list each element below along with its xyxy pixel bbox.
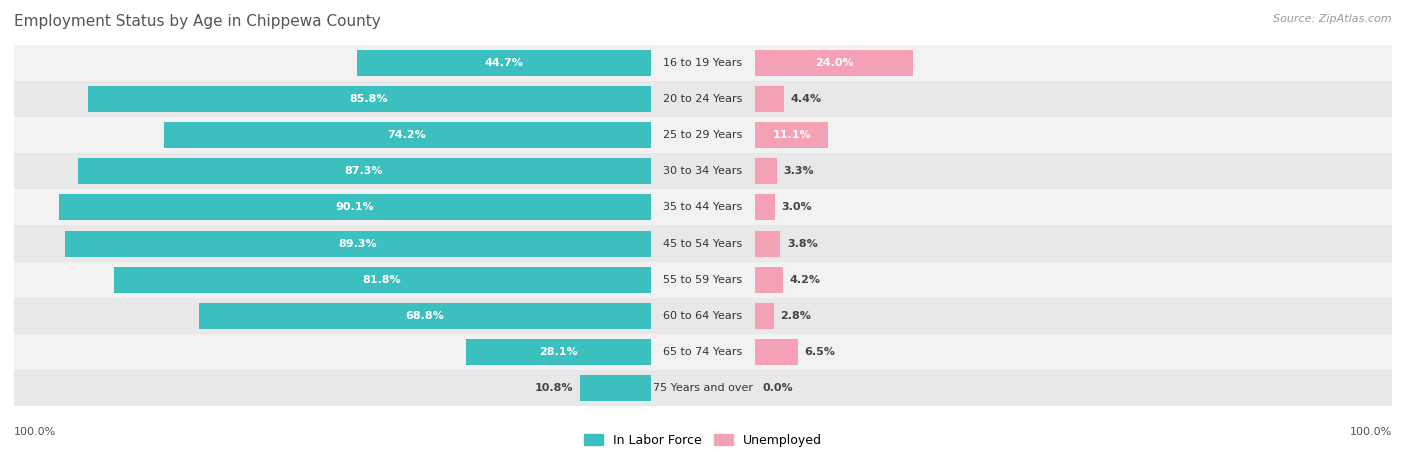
Text: Employment Status by Age in Chippewa County: Employment Status by Age in Chippewa Cou… [14,14,381,28]
Text: 3.0%: 3.0% [782,202,813,212]
Bar [14,298,1392,334]
Bar [755,86,785,112]
Text: 74.2%: 74.2% [388,130,426,140]
Bar [163,122,651,148]
Bar [114,267,651,293]
Bar [65,230,651,257]
Text: 2.8%: 2.8% [780,311,811,321]
Bar [14,117,1392,153]
Text: 55 to 59 Years: 55 to 59 Years [664,275,742,285]
Text: 4.2%: 4.2% [790,275,821,285]
Text: 25 to 29 Years: 25 to 29 Years [664,130,742,140]
Text: 100.0%: 100.0% [14,428,56,437]
Text: 100.0%: 100.0% [1350,428,1392,437]
Bar [755,194,775,221]
Bar [14,334,1392,370]
Text: 68.8%: 68.8% [405,311,444,321]
Text: 90.1%: 90.1% [336,202,374,212]
Bar [14,81,1392,117]
Bar [755,158,778,184]
Bar [357,50,651,76]
Bar [87,86,651,112]
Text: 3.3%: 3.3% [783,166,814,176]
Legend: In Labor Force, Unemployed: In Labor Force, Unemployed [583,433,823,446]
Bar [14,45,1392,81]
Text: 24.0%: 24.0% [815,58,853,68]
Text: 60 to 64 Years: 60 to 64 Years [664,311,742,321]
Text: 28.1%: 28.1% [538,347,578,357]
Bar [200,303,651,329]
Bar [755,50,912,76]
Text: 3.8%: 3.8% [787,239,818,249]
Bar [755,267,783,293]
Text: 75 Years and over: 75 Years and over [652,383,754,393]
Bar [14,262,1392,298]
Bar [59,194,651,221]
Text: 0.0%: 0.0% [762,383,793,393]
Text: 87.3%: 87.3% [344,166,384,176]
Text: 45 to 54 Years: 45 to 54 Years [664,239,742,249]
Bar [755,230,780,257]
Bar [579,375,651,401]
Bar [77,158,651,184]
Text: Source: ZipAtlas.com: Source: ZipAtlas.com [1274,14,1392,23]
Bar [14,189,1392,226]
Bar [467,339,651,365]
Text: 35 to 44 Years: 35 to 44 Years [664,202,742,212]
Text: 20 to 24 Years: 20 to 24 Years [664,94,742,104]
Bar [755,122,828,148]
Text: 6.5%: 6.5% [804,347,835,357]
Text: 81.8%: 81.8% [363,275,402,285]
Text: 16 to 19 Years: 16 to 19 Years [664,58,742,68]
Text: 44.7%: 44.7% [485,58,523,68]
Bar [14,370,1392,406]
Text: 10.8%: 10.8% [534,383,574,393]
Bar [755,339,799,365]
Bar [14,226,1392,262]
Text: 4.4%: 4.4% [792,94,823,104]
Text: 11.1%: 11.1% [772,130,811,140]
Text: 85.8%: 85.8% [350,94,388,104]
Text: 30 to 34 Years: 30 to 34 Years [664,166,742,176]
Text: 65 to 74 Years: 65 to 74 Years [664,347,742,357]
Bar [14,153,1392,189]
Text: 89.3%: 89.3% [339,239,377,249]
Bar [755,303,773,329]
